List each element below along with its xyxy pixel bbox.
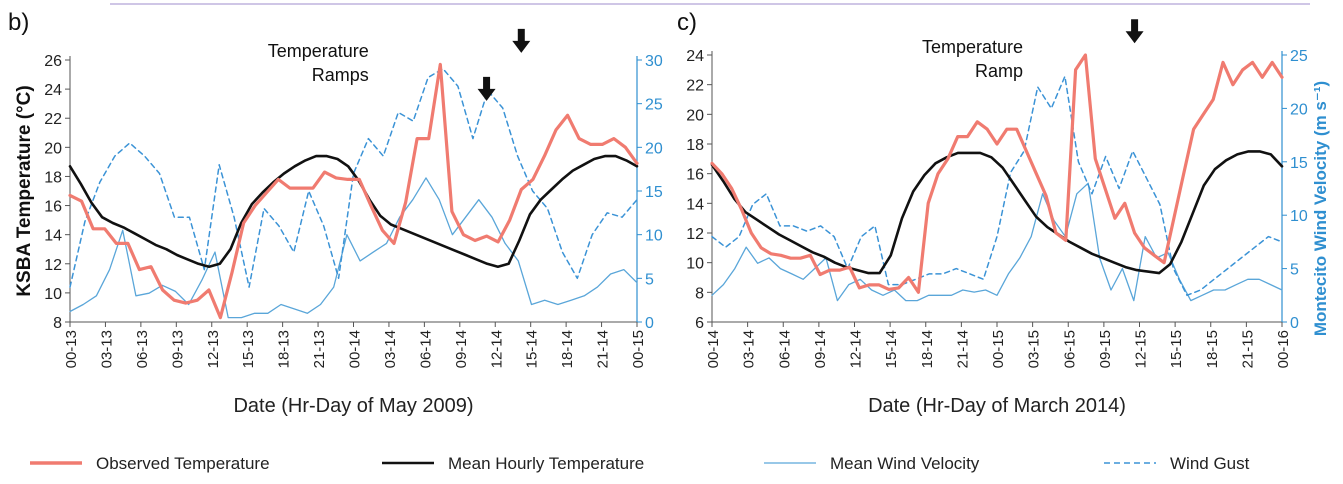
y2-tick-label: 5 bbox=[1290, 262, 1299, 279]
y-tick-label: 16 bbox=[686, 167, 704, 184]
x-tick-label: 00-13 bbox=[63, 330, 80, 368]
x-tick-label: 18-14 bbox=[559, 330, 576, 368]
y-tick-label: 24 bbox=[686, 48, 704, 65]
x-tick-label: 09-14 bbox=[812, 330, 829, 368]
series-line-mean-wind-velocity bbox=[711, 182, 1283, 302]
y-axis-title: KSBA Temperature (°C) bbox=[14, 85, 35, 296]
y-tick-label: 20 bbox=[44, 140, 62, 157]
y-tick-label: 16 bbox=[44, 199, 62, 216]
y2-tick-label: 25 bbox=[1290, 48, 1308, 65]
y-tick-label: 18 bbox=[686, 137, 704, 154]
x-tick-label: 12-15 bbox=[1133, 330, 1150, 368]
x-tick-label: 09-14 bbox=[453, 330, 470, 368]
panel-c: c) 6 8 10 12 14 16 18 20 22 24 0 5 10 15 20 25 00-14 03-14… bbox=[677, 9, 1330, 417]
x-tick-label: 18-15 bbox=[1204, 330, 1221, 368]
x-tick-label: 06-14 bbox=[776, 330, 793, 368]
annotation-text: Temperature bbox=[922, 37, 1023, 57]
x-tick-label: 03-14 bbox=[741, 330, 758, 368]
y-tick-label: 20 bbox=[686, 107, 704, 124]
y-tick-label: 22 bbox=[44, 111, 62, 128]
y-tick-label: 22 bbox=[686, 78, 704, 95]
x-tick-label: 15-14 bbox=[883, 330, 900, 368]
y-tick-label: 24 bbox=[44, 82, 62, 99]
annotation-text: Ramp bbox=[975, 61, 1023, 81]
arrow-down-icon bbox=[512, 28, 531, 53]
panel-label: b) bbox=[8, 9, 29, 36]
y-tick-label: 8 bbox=[53, 315, 62, 332]
x-tick-label: 12-14 bbox=[848, 330, 865, 368]
legend-label: Observed Temperature bbox=[96, 454, 270, 473]
x-tick-label: 21-13 bbox=[311, 330, 328, 368]
y-tick-label: 18 bbox=[44, 169, 62, 186]
x-axis-title: Date (Hr-Day of March 2014) bbox=[868, 395, 1126, 417]
x-tick-label: 03-15 bbox=[1026, 330, 1043, 368]
series-line-observed-temperature bbox=[710, 53, 1284, 294]
y2-axis-title: Montecito Wind Velocity (m s⁻¹) bbox=[1311, 81, 1330, 336]
legend: Observed Temperature Mean Hourly Temperat… bbox=[30, 454, 1250, 473]
panel-b: b) 8 10 12 14 16 18 20 22 24 26 0 5 10 15 20 25 30 00-13 03… bbox=[8, 9, 663, 417]
x-tick-label: 12-13 bbox=[205, 330, 222, 368]
arrow-down-icon bbox=[477, 76, 496, 101]
x-tick-label: 00-14 bbox=[347, 330, 364, 368]
series-line-wind-gust bbox=[69, 67, 638, 288]
y-tick-label: 14 bbox=[686, 196, 704, 213]
x-tick-label: 09-15 bbox=[1097, 330, 1114, 368]
y2-tick-label: 25 bbox=[645, 97, 663, 114]
legend-label: Mean Wind Velocity bbox=[830, 454, 980, 473]
x-tick-label: 18-14 bbox=[919, 330, 936, 368]
x-tick-label: 15-14 bbox=[524, 330, 541, 368]
legend-label: Wind Gust bbox=[1170, 454, 1250, 473]
arrow-down-icon bbox=[1125, 19, 1144, 44]
x-tick-label: 06-15 bbox=[1061, 330, 1078, 368]
y-tick-label: 8 bbox=[695, 285, 704, 302]
x-tick-label: 18-13 bbox=[276, 330, 293, 368]
y2-tick-label: 15 bbox=[1290, 155, 1308, 172]
y-tick-label: 6 bbox=[695, 315, 704, 332]
y2-tick-label: 10 bbox=[1290, 208, 1308, 225]
y2-tick-label: 0 bbox=[645, 315, 654, 332]
y2-tick-label: 0 bbox=[1290, 315, 1299, 332]
x-tick-label: 03-14 bbox=[382, 330, 399, 368]
x-tick-label: 00-15 bbox=[630, 330, 647, 368]
series-line-observed-temperature bbox=[68, 62, 639, 320]
annotation-text: Ramps bbox=[312, 65, 369, 85]
y2-tick-label: 20 bbox=[645, 140, 663, 157]
top-border-line bbox=[110, 3, 1310, 5]
y-tick-label: 10 bbox=[686, 256, 704, 273]
x-tick-label: 06-13 bbox=[134, 330, 151, 368]
x-tick-label: 21-14 bbox=[595, 330, 612, 368]
y2-tick-label: 30 bbox=[645, 53, 663, 70]
legend-label: Mean Hourly Temperature bbox=[448, 454, 644, 473]
x-tick-label: 03-13 bbox=[98, 330, 115, 368]
x-tick-label: 21-14 bbox=[954, 330, 971, 368]
x-tick-label: 09-13 bbox=[169, 330, 186, 368]
x-tick-label: 12-14 bbox=[488, 330, 505, 368]
x-tick-label: 00-15 bbox=[990, 330, 1007, 368]
series-line-wind-gust bbox=[711, 75, 1283, 297]
y2-tick-label: 15 bbox=[645, 184, 663, 201]
annotation-text: Temperature bbox=[268, 41, 369, 61]
series-line-mean-hourly-temperature bbox=[710, 150, 1284, 275]
series-line-mean-hourly-temperature bbox=[68, 154, 639, 269]
panel-label: c) bbox=[677, 9, 697, 36]
x-tick-label: 00-16 bbox=[1275, 330, 1292, 368]
x-tick-label: 15-15 bbox=[1168, 330, 1185, 368]
x-tick-label: 06-14 bbox=[417, 330, 434, 368]
y2-tick-label: 10 bbox=[645, 228, 663, 245]
series-line-mean-wind-velocity bbox=[69, 177, 638, 319]
y-tick-label: 12 bbox=[44, 257, 62, 274]
y2-tick-label: 5 bbox=[645, 271, 654, 288]
x-tick-label: 15-13 bbox=[240, 330, 257, 368]
y2-tick-label: 20 bbox=[1290, 101, 1308, 118]
x-tick-label: 21-15 bbox=[1239, 330, 1256, 368]
y-tick-label: 26 bbox=[44, 53, 62, 70]
x-tick-label: 00-14 bbox=[705, 330, 722, 368]
y-tick-label: 14 bbox=[44, 228, 62, 245]
y-tick-label: 12 bbox=[686, 226, 704, 243]
x-axis-title: Date (Hr-Day of May 2009) bbox=[233, 395, 473, 417]
y-tick-label: 10 bbox=[44, 286, 62, 303]
